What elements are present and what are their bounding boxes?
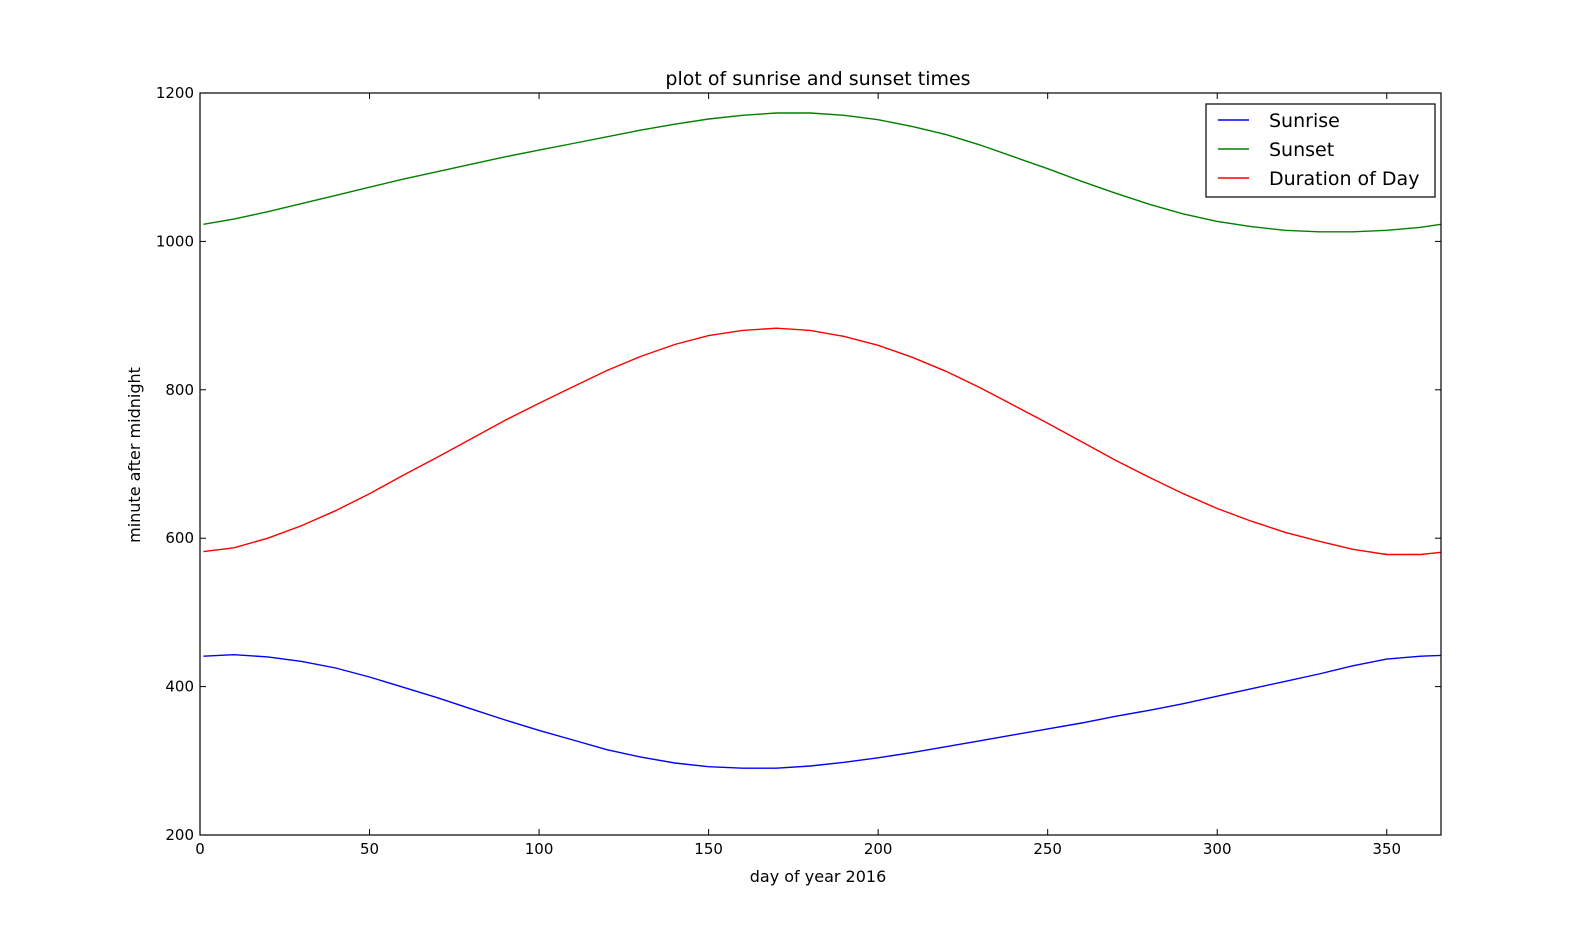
x-tick-label: 50 <box>360 840 379 858</box>
x-axis-title: day of year 2016 <box>750 867 887 886</box>
y-tick-label: 200 <box>165 826 194 844</box>
legend: Sunrise Sunset Duration of Day <box>1205 103 1436 198</box>
y-axis-title: minute after midnight <box>125 367 144 543</box>
y-axis-ticks: 200 400 600 800 1000 1200 <box>156 84 1441 844</box>
x-axis-ticks: 0 50 100 150 200 250 300 350 <box>195 93 1401 858</box>
plot-frame <box>199 92 1442 836</box>
y-tick-label: 1000 <box>156 232 194 250</box>
chart-title: plot of sunrise and sunset times <box>665 68 970 90</box>
x-tick-label: 250 <box>1033 840 1062 858</box>
y-tick-label: 800 <box>165 381 194 399</box>
x-tick-label: 150 <box>694 840 723 858</box>
series-line-sunrise <box>203 653 1442 769</box>
legend-label: Sunset <box>1269 139 1334 161</box>
x-tick-label: 100 <box>525 840 554 858</box>
series-line-duration-of-day <box>203 327 1442 556</box>
y-tick-label: 600 <box>165 529 194 547</box>
y-tick-label: 400 <box>165 678 194 696</box>
series-group <box>203 112 1442 769</box>
x-tick-label: 0 <box>195 840 205 858</box>
legend-label: Sunrise <box>1269 110 1340 132</box>
x-tick-label: 350 <box>1372 840 1401 858</box>
series-line-sunset <box>203 112 1442 233</box>
legend-label: Duration of Day <box>1269 168 1419 190</box>
x-tick-label: 200 <box>864 840 893 858</box>
y-tick-label: 1200 <box>156 84 194 102</box>
x-tick-label: 300 <box>1203 840 1232 858</box>
